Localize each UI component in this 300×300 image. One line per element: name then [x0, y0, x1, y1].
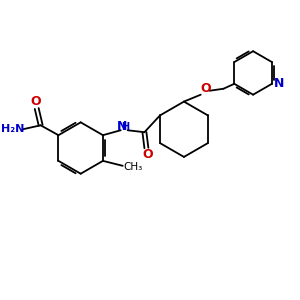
Text: N: N [116, 120, 127, 133]
Text: N: N [274, 77, 284, 90]
Text: O: O [30, 95, 41, 108]
Text: O: O [200, 82, 211, 95]
Text: H: H [122, 122, 130, 132]
Text: H₂N: H₂N [1, 124, 25, 134]
Text: CH₃: CH₃ [123, 162, 142, 172]
Text: O: O [142, 148, 153, 161]
